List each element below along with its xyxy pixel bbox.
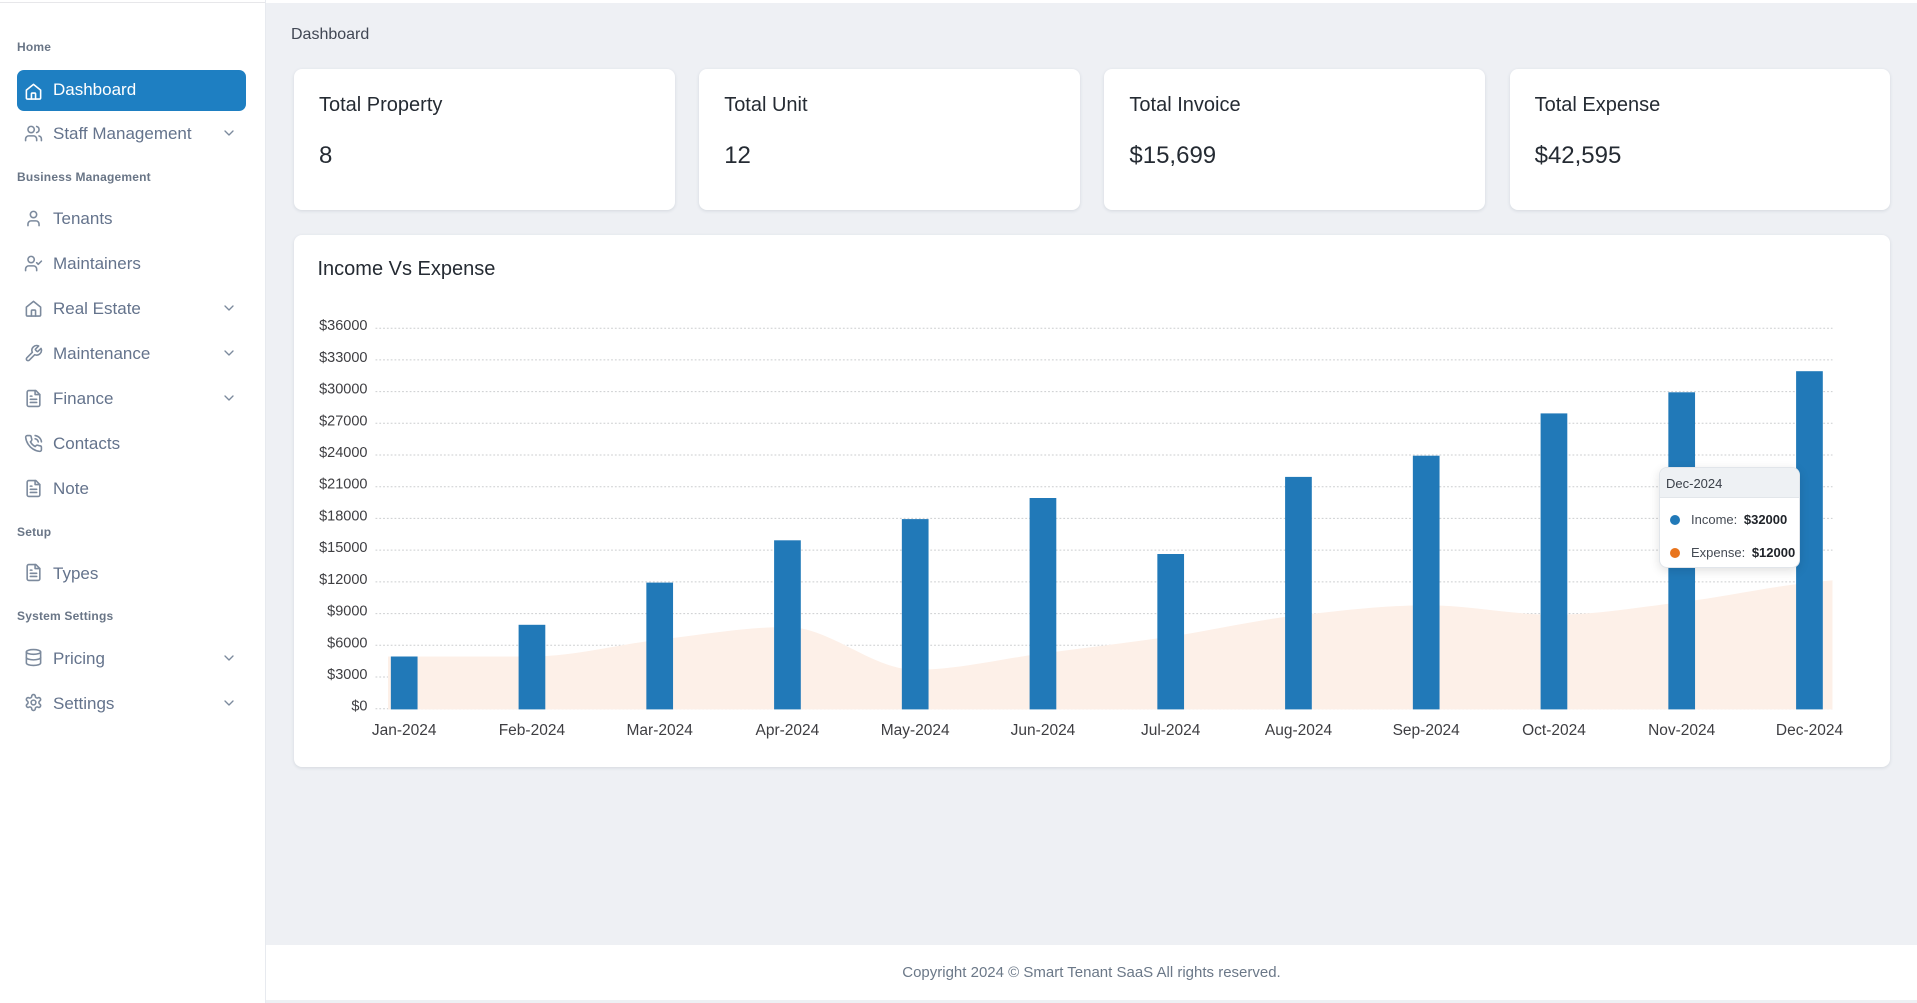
svg-text:Nov-2024: Nov-2024	[1648, 722, 1716, 739]
svg-text:$33000: $33000	[319, 350, 367, 366]
svg-text:May-2024: May-2024	[880, 722, 949, 739]
svg-text:$12000: $12000	[319, 572, 367, 588]
svg-text:Jul-2024: Jul-2024	[1140, 722, 1200, 739]
svg-text:$21000: $21000	[319, 477, 367, 493]
svg-text:Jun-2024: Jun-2024	[1010, 722, 1075, 739]
svg-text:Oct-2024: Oct-2024	[1522, 722, 1586, 739]
svg-text:Dec-2024: Dec-2024	[1775, 722, 1843, 739]
svg-text:$27000: $27000	[319, 413, 367, 429]
svg-text:$15000: $15000	[319, 540, 367, 556]
svg-text:$6000: $6000	[327, 635, 367, 651]
svg-text:Apr-2024: Apr-2024	[755, 722, 819, 739]
svg-text:$36000: $36000	[319, 318, 367, 334]
svg-text:Feb-2024: Feb-2024	[498, 722, 565, 739]
svg-text:$0: $0	[351, 699, 367, 715]
svg-text:$3000: $3000	[327, 667, 367, 683]
svg-text:$30000: $30000	[319, 382, 367, 398]
svg-text:Aug-2024: Aug-2024	[1264, 722, 1332, 739]
svg-text:$9000: $9000	[327, 604, 367, 620]
svg-text:Mar-2024: Mar-2024	[626, 722, 693, 739]
svg-text:Sep-2024: Sep-2024	[1392, 722, 1460, 739]
svg-text:Jan-2024: Jan-2024	[371, 722, 436, 739]
svg-text:$18000: $18000	[319, 508, 367, 524]
svg-text:$24000: $24000	[319, 445, 367, 461]
